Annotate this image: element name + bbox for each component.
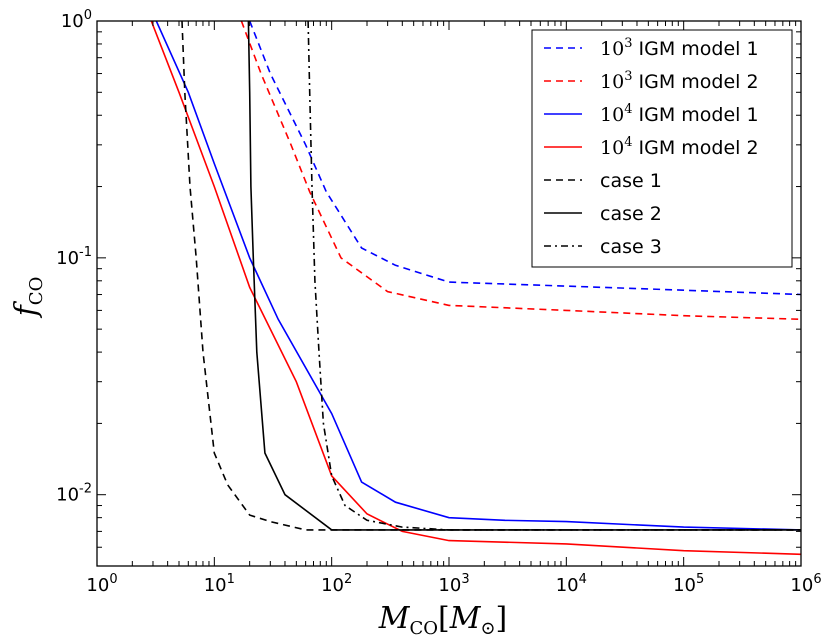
x-tick-label: 106 — [790, 572, 821, 596]
x-tick-label: 105 — [673, 572, 704, 596]
legend-label: 104 IGM model 2 — [600, 135, 759, 159]
legend-label: 103 IGM model 1 — [600, 36, 759, 60]
x-tick-label: 102 — [321, 572, 352, 596]
series-line-1 — [248, 21, 801, 296]
x-axis-title: MCO[M⊙] — [378, 601, 508, 639]
y-axis-title: fCO — [9, 277, 47, 319]
legend-label: case 2 — [600, 203, 662, 225]
series-line-6 — [247, 21, 801, 531]
y-tick-label: 100 — [61, 8, 92, 32]
axis-ticks — [96, 20, 802, 567]
series-line-4 — [150, 21, 801, 556]
legend-label: 103 IGM model 2 — [600, 69, 759, 93]
legend: 103 IGM model 1 103 IGM model 2 104 IGM mo… — [531, 29, 793, 268]
plot-area — [150, 21, 801, 556]
series-line-3 — [155, 21, 801, 531]
legend-label: case 1 — [600, 170, 662, 192]
x-tick-label: 100 — [86, 572, 117, 596]
legend-label: 104 IGM model 1 — [600, 102, 759, 126]
tick-labels: 100 101 102 103 104 105 106 100 10-1 10-2 MCO[M⊙] f… — [9, 8, 822, 639]
x-tick-label: 103 — [438, 572, 469, 596]
series-line-7 — [307, 21, 801, 531]
x-tick-label: 101 — [204, 572, 235, 596]
legend-box — [531, 29, 793, 268]
x-tick-label: 104 — [556, 572, 587, 596]
legend-label: case 3 — [600, 236, 662, 258]
y-tick-label: 10-1 — [56, 245, 92, 269]
series-line-2 — [240, 21, 801, 321]
y-tick-label: 10-2 — [56, 482, 92, 506]
